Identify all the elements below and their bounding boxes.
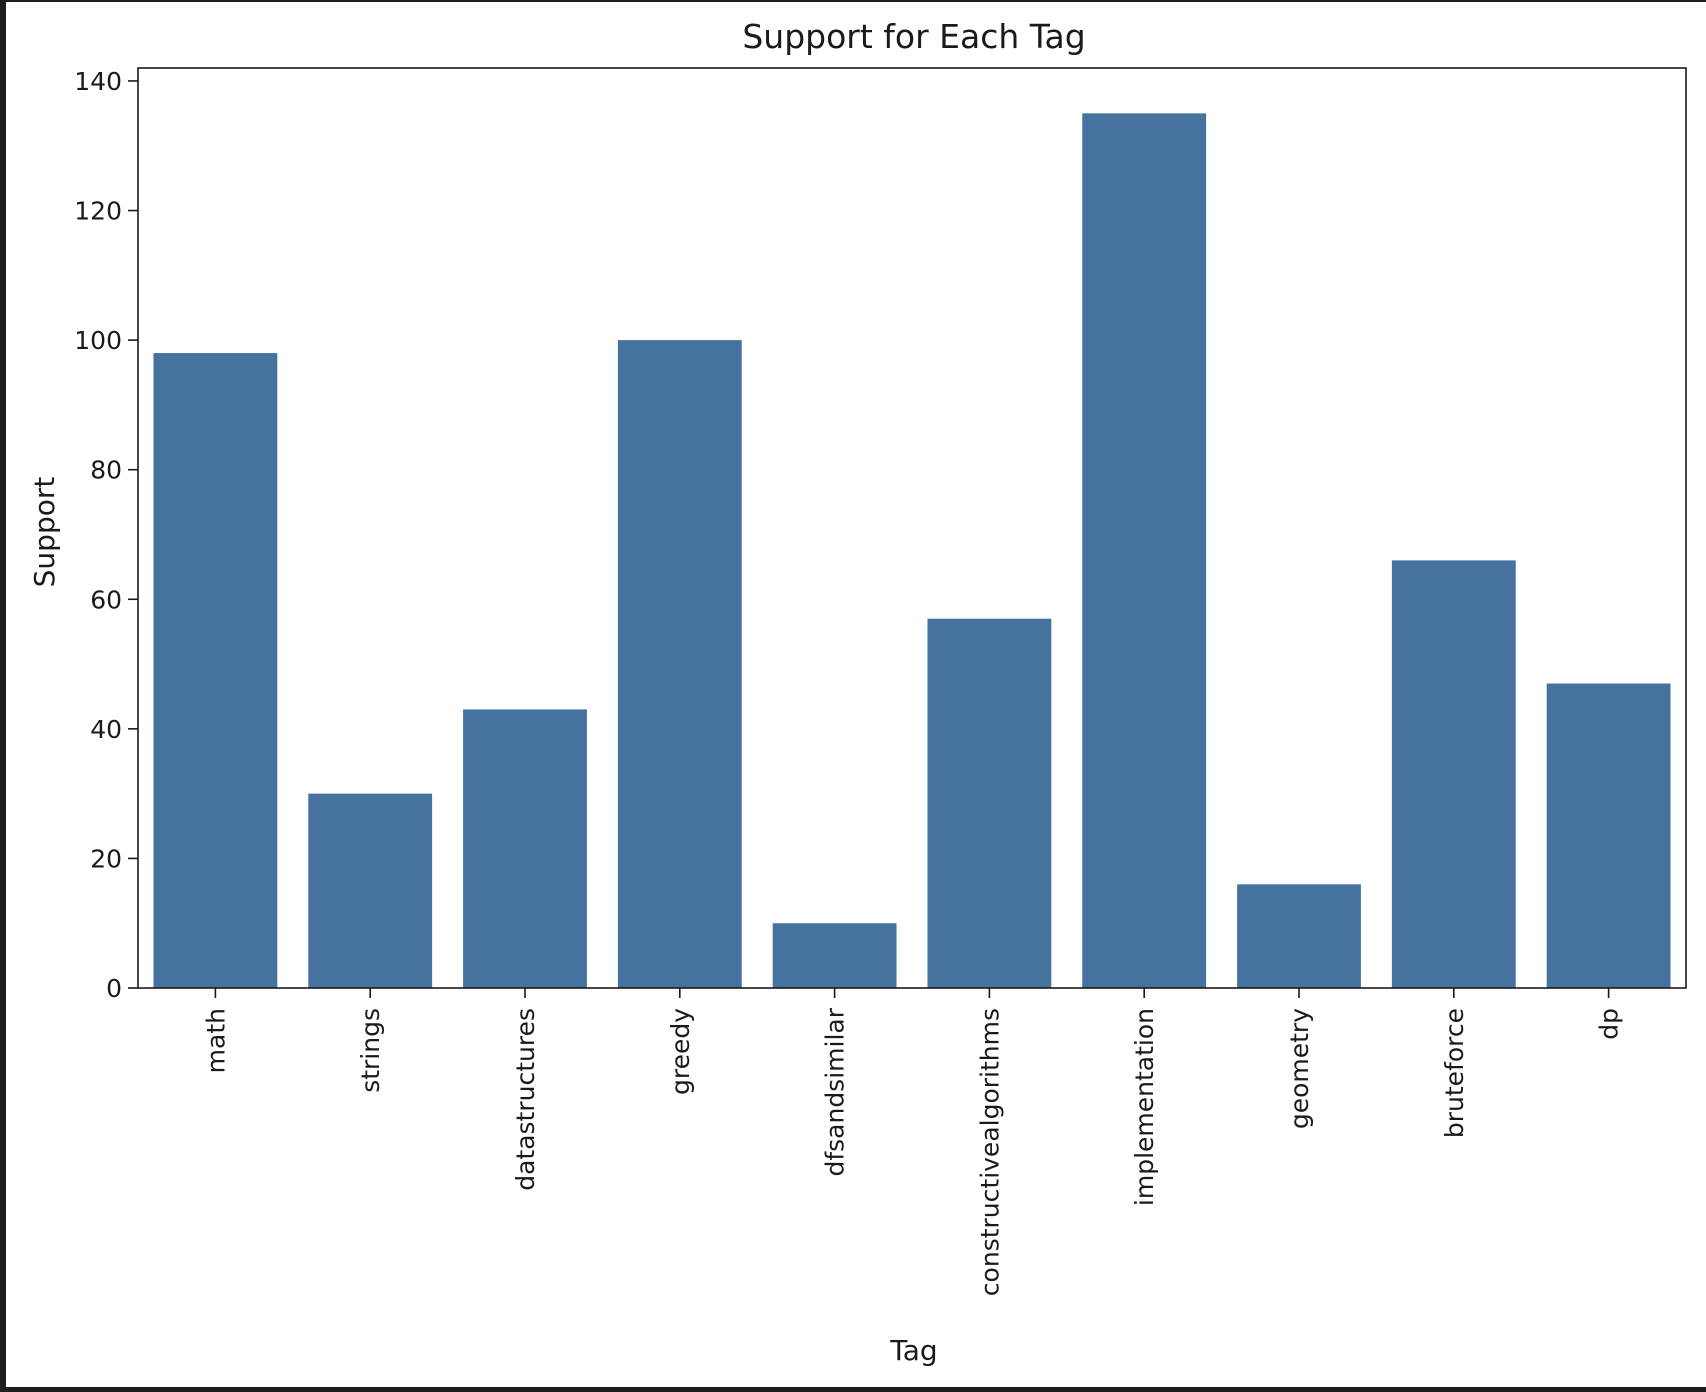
y-tick-label: 100 — [74, 326, 122, 355]
y-tick-label: 60 — [90, 585, 122, 614]
bars-group — [153, 113, 1671, 988]
x-tick-label-geometry: geometry — [1285, 1008, 1314, 1129]
y-tick-label: 80 — [90, 456, 122, 485]
bar-bruteforce — [1391, 560, 1516, 988]
bar-greedy — [617, 340, 742, 988]
x-tick-label-datastructures: datastructures — [511, 1008, 540, 1191]
y-tick-label: 0 — [106, 974, 122, 1003]
x-tick-label-strings: strings — [356, 1008, 385, 1093]
bar-datastructures — [463, 709, 587, 988]
y-tick-label: 40 — [90, 715, 122, 744]
chart-figure: Support for Each Tag 0 20 40 60 80 100 120 140 … — [6, 2, 1706, 1387]
bar-constructivealgorithms — [927, 618, 1052, 988]
x-tick-label-math: math — [201, 1008, 230, 1073]
x-axis: math strings datastructures greedy dfsandsim… — [201, 988, 1624, 1296]
y-tick-label: 20 — [90, 844, 122, 873]
x-tick-label-dfsandsimilar: dfsandsimilar — [821, 1007, 850, 1176]
plot-frame — [137, 67, 1687, 989]
x-tick-label-constructivealgorithms: constructivealgorithms — [975, 1008, 1004, 1296]
bar-dfsandsimilar — [772, 923, 897, 988]
bar-strings — [308, 793, 433, 988]
bar-math — [153, 353, 278, 988]
x-tick-label-greedy: greedy — [666, 1008, 695, 1095]
x-tick-label-implementation: implementation — [1130, 1008, 1159, 1206]
x-tick-label-dp: dp — [1595, 1008, 1624, 1040]
y-axis: 0 20 40 60 80 100 120 140 — [74, 67, 138, 1003]
bar-geometry — [1237, 884, 1361, 988]
chart-title: Support for Each Tag — [742, 17, 1085, 56]
x-axis-title: Tag — [889, 1334, 937, 1367]
y-tick-label: 140 — [74, 67, 122, 96]
x-tick-label-bruteforce: bruteforce — [1440, 1008, 1469, 1138]
bar-dp — [1546, 683, 1671, 988]
y-axis-title: Support — [28, 477, 61, 588]
bar-implementation — [1082, 113, 1207, 988]
chart-canvas: Support for Each Tag 020406080100120140 … — [28, 17, 1687, 1367]
y-tick-label: 120 — [74, 197, 122, 226]
